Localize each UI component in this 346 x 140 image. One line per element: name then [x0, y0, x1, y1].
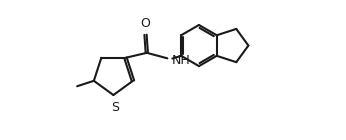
Text: O: O [140, 17, 151, 30]
Text: S: S [111, 101, 119, 114]
Text: NH: NH [172, 54, 191, 67]
